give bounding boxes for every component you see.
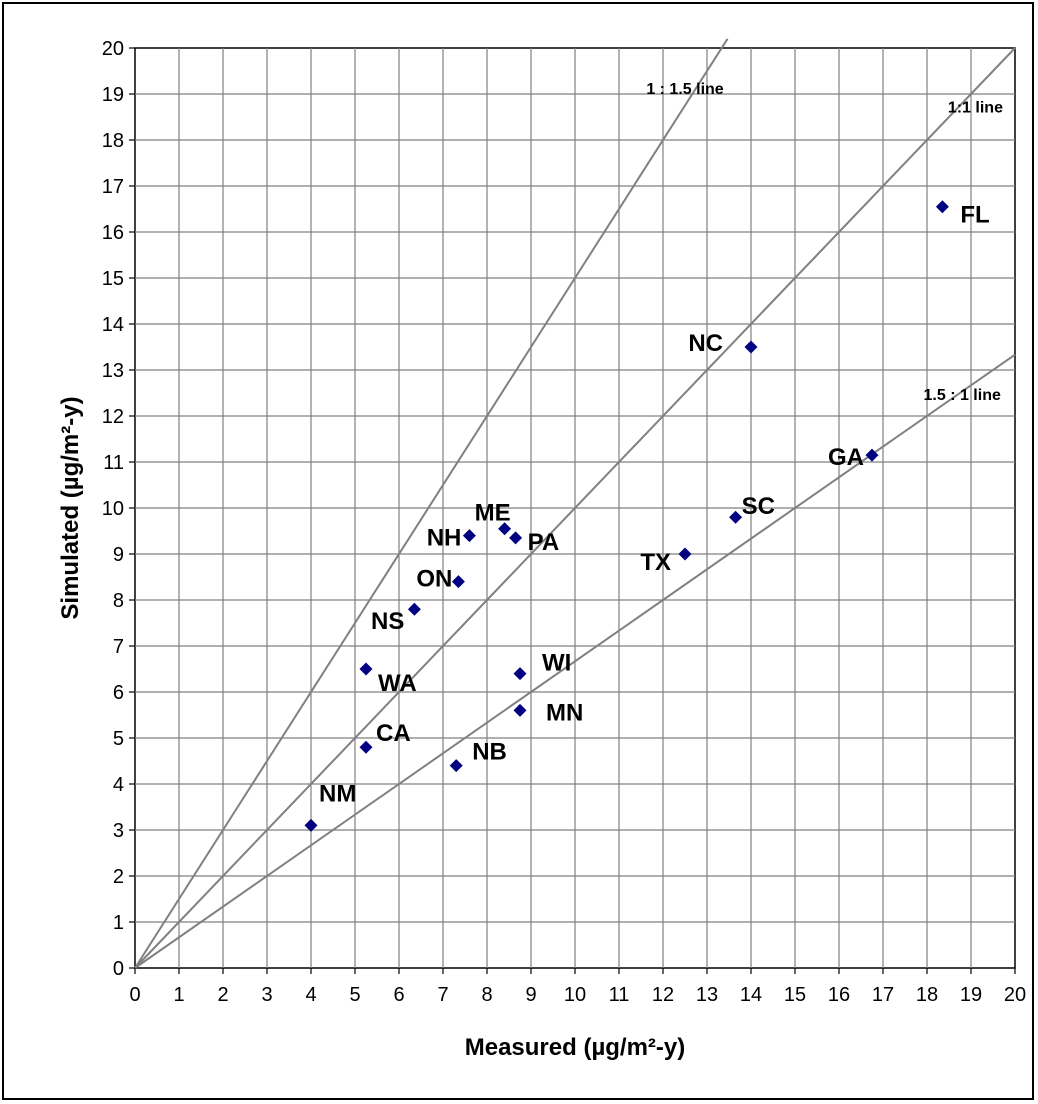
y-axis-title: Simulated (µg/m²-y) [57, 396, 84, 619]
data-point-label: MN [546, 699, 583, 726]
y-tick-label: 17 [102, 176, 124, 198]
x-tick-label: 19 [960, 984, 982, 1006]
data-point-marker [498, 522, 512, 536]
y-tick-label: 0 [113, 958, 124, 980]
point-labels: FL NC GA SC TX ME NH PA ON NS WA WI MN CA NB NM [319, 202, 990, 808]
x-tick-label: 11 [609, 984, 630, 1006]
data-point-label: SC [742, 493, 775, 520]
x-tick-label: 10 [564, 984, 586, 1006]
data-point-label: GA [828, 444, 864, 471]
x-tick-label: 9 [525, 984, 536, 1006]
reference-lines: 1 : 1.5 line 1:1 line 1.5 : 1 line [134, 38, 1016, 969]
data-point-label: NC [688, 330, 723, 357]
x-tick-label: 0 [129, 984, 140, 1006]
data-point-label: WI [542, 650, 571, 677]
data-point-label: ME [475, 500, 511, 527]
data-point-marker [359, 740, 373, 754]
x-axis-title: Measured (µg/m²-y) [465, 1034, 686, 1061]
data-point-marker [304, 818, 318, 832]
data-point-marker [935, 200, 949, 214]
y-tick-label: 9 [113, 544, 124, 566]
data-point-label: FL [960, 202, 989, 229]
x-tick-label: 5 [349, 984, 360, 1006]
y-tick-label: 10 [102, 498, 124, 520]
x-tick-label: 6 [393, 984, 404, 1006]
reference-line-label: 1.5 : 1 line [924, 387, 1001, 404]
data-point-label: NB [472, 739, 507, 766]
x-tick-label: 16 [828, 984, 850, 1006]
data-point-label: CA [376, 720, 411, 747]
data-point-label: NM [319, 780, 356, 807]
data-point-marker [449, 759, 463, 773]
y-tick-label: 20 [102, 38, 124, 60]
x-tick-label: 14 [740, 984, 762, 1006]
data-point-label: PA [528, 529, 560, 556]
y-tick-label: 1 [113, 912, 124, 934]
x-tick-label: 7 [437, 984, 448, 1006]
data-point-label: WA [378, 670, 417, 697]
reference-line-label: 1 : 1.5 line [646, 81, 723, 98]
y-tick-label: 12 [102, 406, 124, 428]
data-point-marker [407, 602, 421, 616]
x-tick-label: 18 [916, 984, 938, 1006]
data-point-label: ON [416, 566, 452, 593]
y-tick-label: 14 [102, 314, 124, 336]
x-tick-label: 1 [173, 984, 184, 1006]
y-tick-label: 11 [103, 452, 124, 474]
y-tick-label: 18 [102, 130, 124, 152]
reference-line [134, 47, 1016, 969]
y-tick-label: 16 [102, 222, 124, 244]
data-point-marker [729, 510, 743, 524]
x-tick-label: 2 [217, 984, 228, 1006]
data-point-marker [462, 529, 476, 543]
y-tick-label: 19 [102, 84, 124, 106]
x-tick-labels: 0 1 2 3 4 5 6 7 8 9 10 11 12 13 14 15 16 17 18 19 20 [129, 968, 1026, 1006]
data-point-marker [865, 448, 879, 462]
data-point-label: NH [427, 525, 462, 552]
x-tick-label: 3 [261, 984, 272, 1006]
data-point-marker [513, 703, 527, 717]
x-tick-label: 13 [696, 984, 718, 1006]
y-tick-label: 5 [113, 728, 124, 750]
y-tick-label: 3 [113, 820, 124, 842]
reference-line-label: 1:1 line [948, 99, 1003, 116]
data-point-marker [744, 340, 758, 354]
data-point-label: NS [371, 608, 404, 635]
data-point-marker [451, 575, 465, 589]
y-tick-label: 13 [102, 360, 124, 382]
y-tick-label: 6 [113, 682, 124, 704]
reference-line [134, 38, 729, 969]
data-point-marker [359, 662, 373, 676]
x-tick-label: 15 [784, 984, 806, 1006]
y-tick-label: 2 [113, 866, 124, 888]
y-tick-label: 8 [113, 590, 124, 612]
data-point-marker [678, 547, 692, 561]
x-tick-label: 12 [652, 984, 674, 1006]
data-point-marker [513, 667, 527, 681]
x-tick-label: 17 [872, 984, 894, 1006]
x-tick-label: 20 [1004, 984, 1026, 1006]
y-tick-label: 15 [102, 268, 124, 290]
y-tick-label: 4 [113, 774, 124, 796]
data-point-label: TX [640, 549, 671, 576]
y-tick-label: 7 [113, 636, 124, 658]
x-tick-label: 4 [305, 984, 316, 1006]
x-tick-label: 8 [481, 984, 492, 1006]
